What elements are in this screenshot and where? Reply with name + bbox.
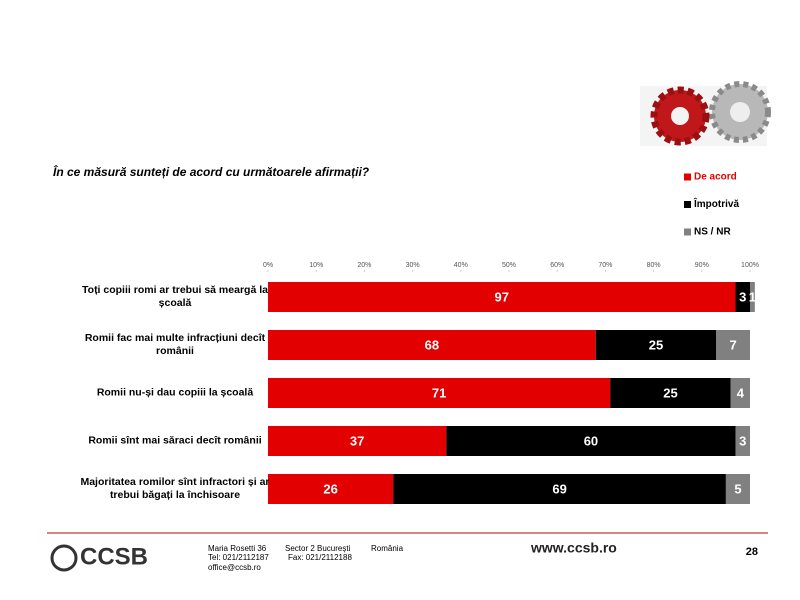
value-label: 71 bbox=[432, 385, 446, 400]
x-tick-label: 70% bbox=[598, 262, 612, 269]
category-label: Romii fac mai multe infracțiuni decît ro… bbox=[84, 332, 266, 357]
legend-swatch bbox=[684, 201, 691, 208]
x-tick-label: 0% bbox=[263, 262, 273, 269]
value-label: 7 bbox=[730, 337, 737, 352]
x-tick-label: 50% bbox=[502, 262, 516, 269]
value-label: 4 bbox=[737, 385, 745, 400]
bar-segment bbox=[268, 282, 736, 312]
footer-sector: Sector 2 București bbox=[285, 544, 351, 553]
legend-label: Împotrivă bbox=[693, 197, 739, 210]
website: www.ccsb.ro bbox=[530, 540, 617, 556]
bar-segment bbox=[393, 474, 726, 504]
value-label: 1 bbox=[749, 289, 756, 304]
footer-tel: Tel: 021/2112187 bbox=[208, 553, 269, 562]
value-label: 26 bbox=[323, 481, 337, 496]
x-tick-label: 10% bbox=[309, 262, 323, 269]
footer-address: Maria Rosetti 36 bbox=[208, 544, 267, 553]
value-label: 25 bbox=[663, 385, 677, 400]
footer-fax: Fax: 021/2112188 bbox=[288, 553, 352, 562]
footer-country: România bbox=[371, 544, 404, 553]
footer-email: office@ccsb.ro bbox=[208, 563, 261, 572]
value-label: 37 bbox=[350, 433, 364, 448]
bar-segment bbox=[268, 330, 596, 360]
bar-segment bbox=[750, 282, 755, 312]
value-label: 25 bbox=[649, 337, 663, 352]
value-label: 60 bbox=[584, 433, 598, 448]
bar-segment bbox=[735, 282, 750, 312]
value-label: 5 bbox=[734, 481, 741, 496]
x-tick-label: 100% bbox=[741, 262, 759, 269]
category-label: Romii sînt mai săraci decît românii bbox=[88, 434, 262, 447]
legend-label: NS / NR bbox=[694, 227, 731, 238]
bar-segment bbox=[595, 330, 717, 360]
page-number: 28 bbox=[746, 546, 758, 558]
bar-segment bbox=[268, 474, 394, 504]
logo: CCSB bbox=[80, 543, 148, 570]
bar-segment bbox=[725, 474, 750, 504]
x-tick-label: 40% bbox=[454, 262, 468, 269]
x-tick-label: 60% bbox=[550, 262, 564, 269]
value-label: 97 bbox=[495, 289, 509, 304]
gears bbox=[640, 81, 771, 146]
bar-segment bbox=[716, 330, 750, 360]
bar-segment bbox=[268, 378, 611, 408]
value-label: 3 bbox=[739, 433, 746, 448]
bar-segment bbox=[610, 378, 731, 408]
value-label: 69 bbox=[552, 481, 566, 496]
x-tick-label: 80% bbox=[647, 262, 661, 269]
logo-icon bbox=[50, 544, 78, 572]
category-label: Majoritatea romilor sînt infractori și a… bbox=[80, 476, 270, 501]
x-tick-label: 30% bbox=[406, 262, 420, 269]
x-tick-label: 20% bbox=[357, 262, 371, 269]
value-label: 3 bbox=[739, 289, 746, 304]
bar-segment bbox=[730, 378, 750, 408]
category-label: Romii nu-și dau copiii la școală bbox=[96, 386, 254, 399]
x-tick-label: 90% bbox=[695, 262, 709, 269]
bar-segment bbox=[268, 426, 447, 456]
bar-segment bbox=[735, 426, 750, 456]
legend-swatch bbox=[684, 173, 691, 181]
legend-label: De acord bbox=[694, 172, 737, 183]
question: În ce măsură sunteți de acord cu următoa… bbox=[53, 164, 370, 179]
bar-segment bbox=[446, 426, 736, 456]
legend-swatch bbox=[684, 228, 691, 236]
value-label: 68 bbox=[425, 337, 439, 352]
category-label: Toți copiii romi ar trebui să meargă la … bbox=[82, 284, 268, 309]
